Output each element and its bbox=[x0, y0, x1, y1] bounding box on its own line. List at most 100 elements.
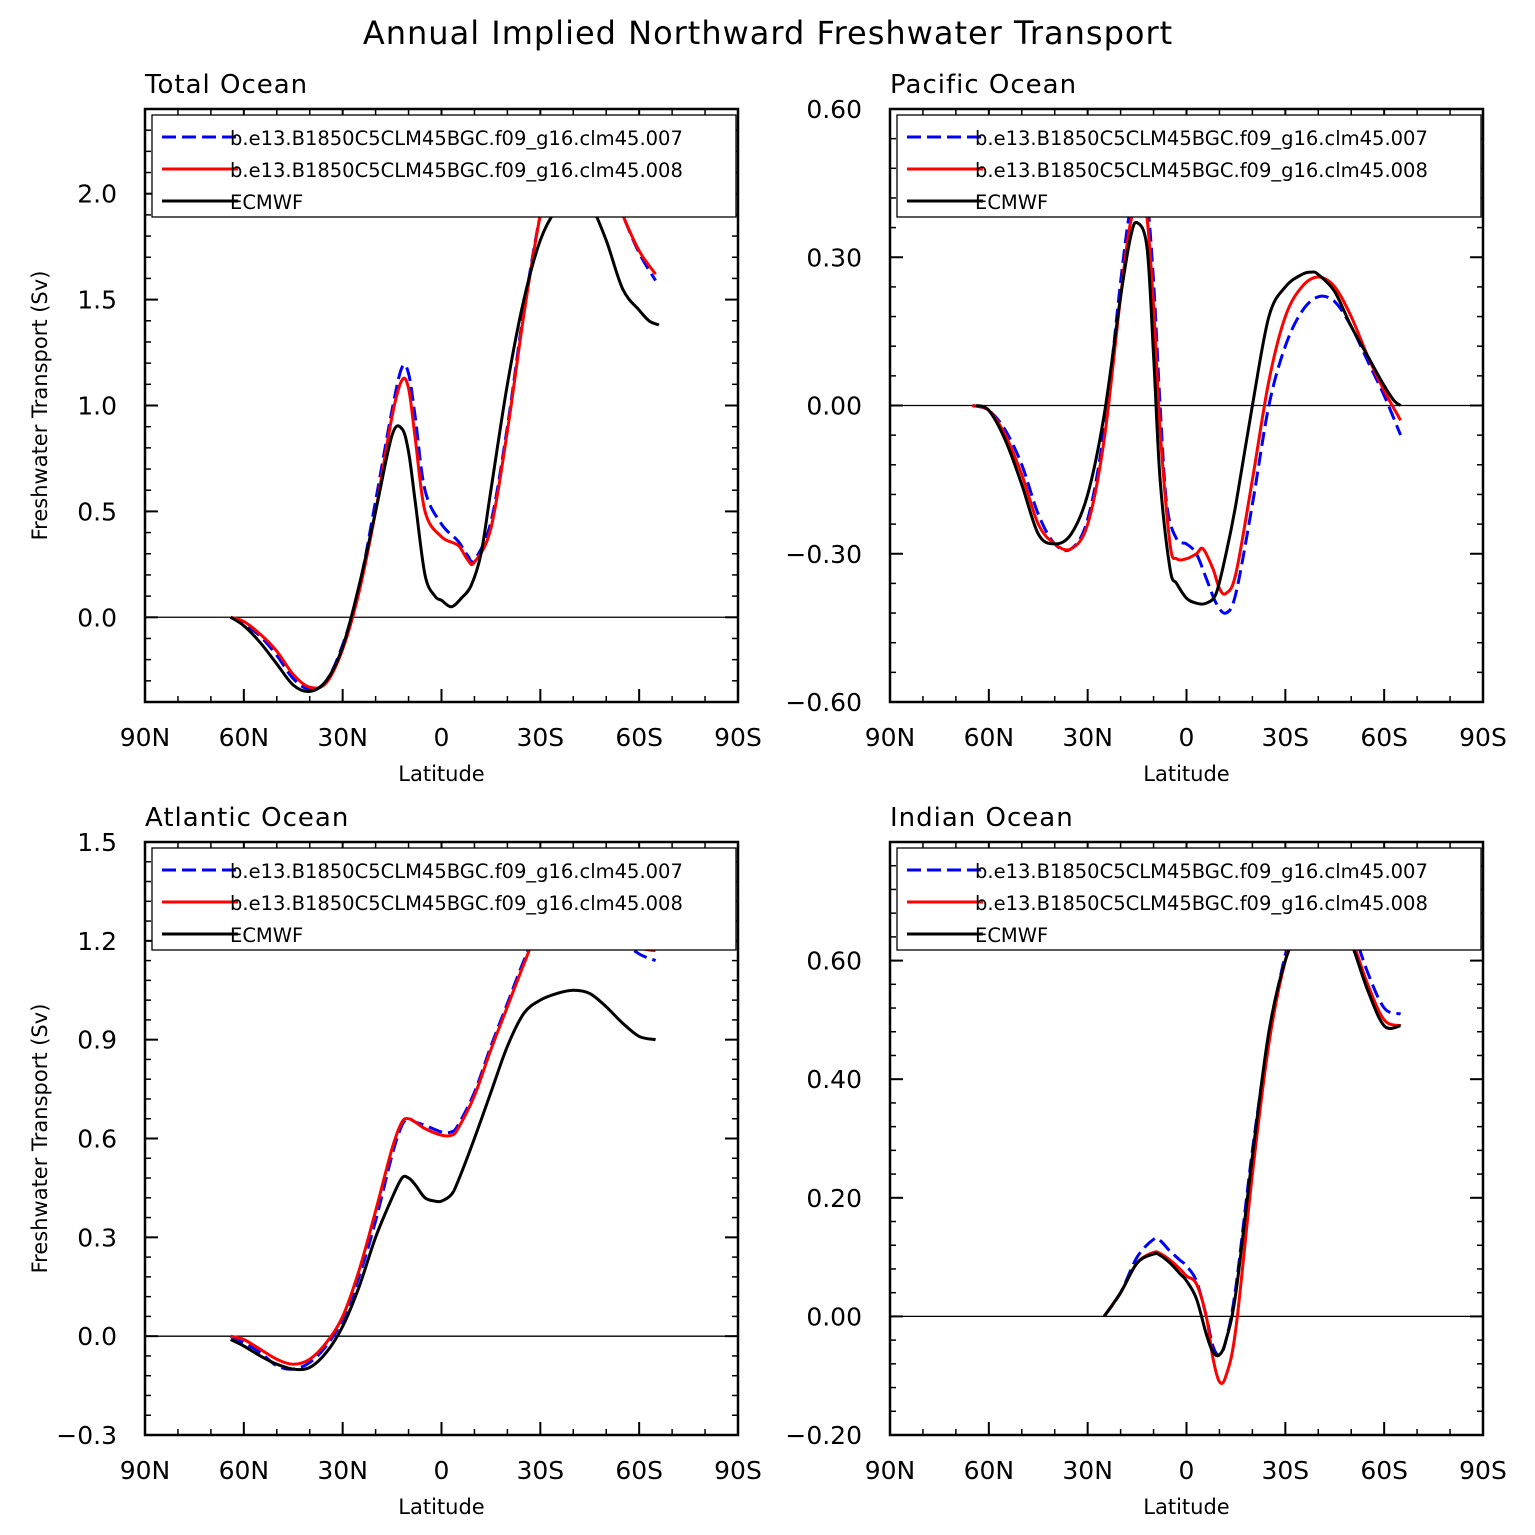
plot-frame bbox=[888, 107, 1485, 704]
y-axis-label: Freshwater Transport (Sv) bbox=[28, 271, 52, 541]
x-tick-label: 30S bbox=[516, 723, 564, 752]
x-axis-label: Latitude bbox=[1143, 1495, 1229, 1519]
legend: b.e13.B1850C5CLM45BGC.f09_g16.clm45.007b… bbox=[151, 847, 737, 951]
x-tick-label: 60N bbox=[219, 1456, 270, 1485]
legend-label-3: ECMWF bbox=[975, 924, 1048, 947]
data-lines bbox=[971, 176, 1402, 615]
x-axis-label: Latitude bbox=[398, 762, 484, 786]
panel-title: Indian Ocean bbox=[890, 803, 1074, 833]
legend-label-2: b.e13.B1850C5CLM45BGC.f09_g16.clm45.008 bbox=[230, 159, 683, 182]
y-tick-label: 2.0 bbox=[77, 180, 117, 209]
x-tick-label: 0 bbox=[1179, 1456, 1195, 1485]
x-tick-label: 60N bbox=[219, 723, 270, 752]
y-tick-label: 0.40 bbox=[806, 1065, 862, 1094]
data-lines bbox=[230, 889, 657, 1372]
legend-label-1: b.e13.B1850C5CLM45BGC.f09_g16.clm45.007 bbox=[975, 860, 1428, 883]
legend-label-2: b.e13.B1850C5CLM45BGC.f09_g16.clm45.008 bbox=[230, 892, 683, 915]
legend-box bbox=[151, 114, 737, 218]
panel-pacific-ocean: Pacific Ocean −0.60 −0.30 0.00 0.30 0.60 90N 60… bbox=[785, 70, 1506, 786]
y-tick-label: 0.0 bbox=[77, 603, 117, 632]
legend-label-3: ECMWF bbox=[230, 191, 303, 214]
y-tick-label: 0.9 bbox=[77, 1026, 117, 1055]
x-tick-label: 90S bbox=[1459, 1456, 1507, 1485]
x-tick-label: 60S bbox=[615, 1456, 663, 1485]
legend-label-2: b.e13.B1850C5CLM45BGC.f09_g16.clm45.008 bbox=[975, 159, 1428, 182]
plot-frame bbox=[143, 107, 740, 704]
legend: b.e13.B1850C5CLM45BGC.f09_g16.clm45.007b… bbox=[896, 847, 1482, 951]
series-line-3 bbox=[975, 220, 1402, 606]
legend-label-1: b.e13.B1850C5CLM45BGC.f09_g16.clm45.007 bbox=[230, 860, 683, 883]
series-line-2 bbox=[971, 196, 1402, 596]
y-tick-label: −0.20 bbox=[785, 1421, 862, 1450]
y-tick-label: 0.3 bbox=[77, 1223, 117, 1252]
panels: Total Ocean 0.0 0.5 1.0 1.5 2.0 90N 60N 30N 0 30S 6… bbox=[28, 70, 1507, 1519]
y-tick-label: 1.5 bbox=[77, 286, 117, 315]
series-line-1 bbox=[971, 176, 1402, 615]
legend: b.e13.B1850C5CLM45BGC.f09_g16.clm45.007b… bbox=[151, 114, 737, 218]
panel-title: Atlantic Ocean bbox=[145, 803, 349, 833]
x-tick-label: 30S bbox=[1261, 1456, 1309, 1485]
panel-indian-ocean: Indian Ocean −0.20 0.00 0.20 0.40 0.60 90N 60N 3… bbox=[785, 803, 1506, 1519]
series-line-3 bbox=[1102, 899, 1401, 1358]
y-tick-label: 0.0 bbox=[77, 1322, 117, 1351]
panel-title: Pacific Ocean bbox=[890, 70, 1077, 100]
x-tick-label: 30S bbox=[1261, 723, 1309, 752]
legend-box bbox=[151, 847, 737, 951]
y-tick-label: −0.3 bbox=[56, 1421, 117, 1450]
x-tick-label: 30N bbox=[1062, 723, 1113, 752]
x-tick-label: 90N bbox=[865, 723, 916, 752]
series-line-3 bbox=[230, 988, 656, 1372]
legend-label-3: ECMWF bbox=[975, 191, 1048, 214]
y-tick-label: 0.60 bbox=[806, 947, 862, 976]
x-tick-label: 30S bbox=[516, 1456, 564, 1485]
x-tick-label: 30N bbox=[1062, 1456, 1113, 1485]
x-tick-label: 60S bbox=[1360, 723, 1408, 752]
x-tick-label: 60N bbox=[964, 1456, 1015, 1485]
legend-label-2: b.e13.B1850C5CLM45BGC.f09_g16.clm45.008 bbox=[975, 892, 1428, 915]
legend: b.e13.B1850C5CLM45BGC.f09_g16.clm45.007b… bbox=[896, 114, 1482, 218]
x-tick-label: 30N bbox=[317, 1456, 368, 1485]
x-tick-label: 0 bbox=[434, 1456, 450, 1485]
x-tick-label: 0 bbox=[1179, 723, 1195, 752]
y-tick-label: −0.60 bbox=[785, 688, 862, 717]
legend-label-1: b.e13.B1850C5CLM45BGC.f09_g16.clm45.007 bbox=[230, 127, 683, 150]
y-tick-label: 1.2 bbox=[77, 927, 117, 956]
y-tick-label: 1.5 bbox=[77, 828, 117, 857]
y-axis-label: Freshwater Transport (Sv) bbox=[28, 1004, 52, 1274]
y-tick-label: −0.30 bbox=[785, 540, 862, 569]
y-tick-label: 0.5 bbox=[77, 497, 117, 526]
y-tick-label: 0.00 bbox=[806, 1302, 862, 1331]
panel-total-ocean: Total Ocean 0.0 0.5 1.0 1.5 2.0 90N 60N 30N 0 30S 6… bbox=[28, 70, 762, 786]
legend-label-1: b.e13.B1850C5CLM45BGC.f09_g16.clm45.007 bbox=[975, 127, 1428, 150]
x-tick-label: 90N bbox=[120, 1456, 171, 1485]
figure-title: Annual Implied Northward Freshwater Tran… bbox=[363, 14, 1173, 52]
y-tick-label: 0.60 bbox=[806, 95, 862, 124]
x-axis-label: Latitude bbox=[398, 1495, 484, 1519]
series-line-2 bbox=[230, 889, 656, 1366]
plot-frame bbox=[143, 840, 740, 1437]
x-tick-label: 60S bbox=[615, 723, 663, 752]
y-tick-label: 0.20 bbox=[806, 1184, 862, 1213]
x-tick-label: 90N bbox=[865, 1456, 916, 1485]
series-line-1 bbox=[230, 893, 657, 1371]
x-tick-label: 30N bbox=[317, 723, 368, 752]
legend-box bbox=[896, 114, 1482, 218]
series-line-3 bbox=[229, 189, 660, 694]
x-tick-label: 60S bbox=[1360, 1456, 1408, 1485]
x-tick-label: 90N bbox=[120, 723, 171, 752]
y-tick-label: 0.6 bbox=[77, 1125, 117, 1154]
y-tick-label: 0.30 bbox=[806, 243, 862, 272]
x-tick-label: 90S bbox=[714, 1456, 762, 1485]
panel-title: Total Ocean bbox=[144, 70, 308, 100]
y-tick-label: 0.00 bbox=[806, 392, 862, 421]
panel-atlantic-ocean: Atlantic Ocean −0.3 0.0 0.3 0.6 0.9 1.2 1.5 90N 6… bbox=[28, 803, 762, 1519]
x-tick-label: 90S bbox=[714, 723, 762, 752]
x-tick-label: 60N bbox=[964, 723, 1015, 752]
x-axis-label: Latitude bbox=[1143, 762, 1229, 786]
legend-box bbox=[896, 847, 1482, 951]
x-tick-label: 0 bbox=[434, 723, 450, 752]
legend-label-3: ECMWF bbox=[230, 924, 303, 947]
x-tick-label: 90S bbox=[1459, 723, 1507, 752]
y-tick-label: 1.0 bbox=[77, 392, 117, 421]
